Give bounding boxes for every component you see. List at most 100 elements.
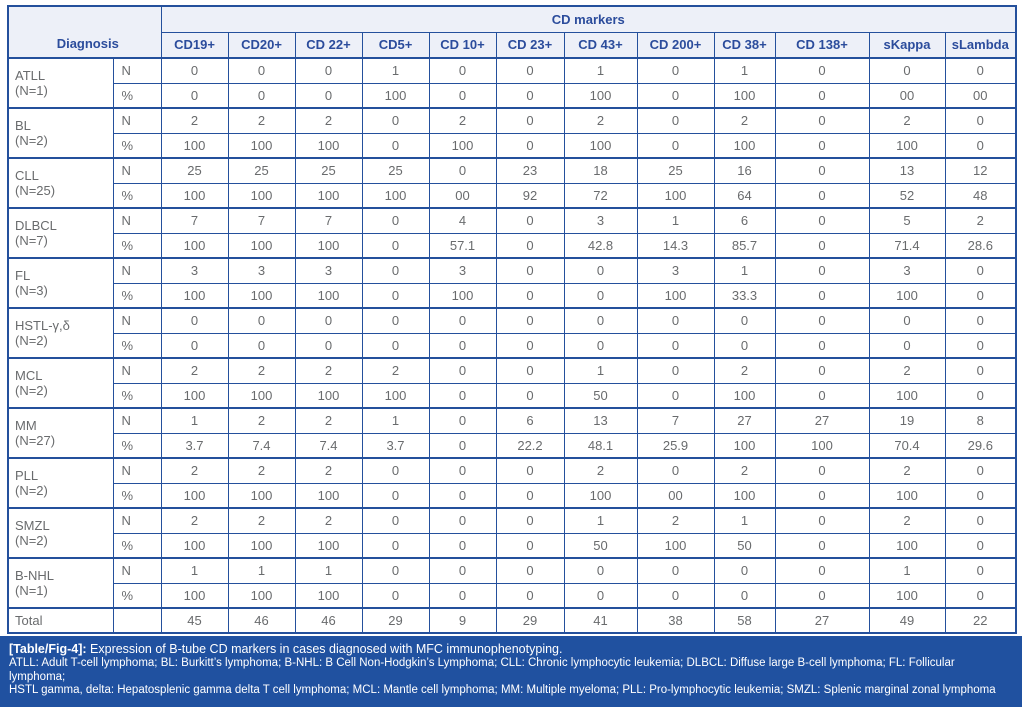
n-value-cell: 2 (428, 107, 497, 134)
n-value-cell: 0 (944, 357, 1017, 384)
n-value-cell: 0 (713, 307, 776, 334)
marker-header: CD5+ (361, 31, 430, 59)
n-value-cell: 0 (774, 357, 870, 384)
n-value-cell: 5 (868, 207, 946, 234)
n-value-cell: 0 (495, 507, 565, 534)
n-row-label: N (112, 557, 162, 584)
n-value-cell: 2 (160, 107, 229, 134)
caption-title: Expression of B-tube CD markers in cases… (90, 642, 563, 656)
pct-value-cell: 0 (227, 82, 296, 109)
pct-value-cell: 100 (160, 382, 229, 409)
table-row: % 0 0 0 100 0 0 100 0 100 0 00 00 (8, 82, 1017, 109)
n-row-label: N (112, 257, 162, 284)
n-value-cell: 3 (227, 257, 296, 284)
pct-value-cell: 100 (361, 82, 430, 109)
diagnosis-cell: MM (N=27) (7, 407, 114, 459)
n-value-cell: 0 (361, 507, 430, 534)
n-value-cell: 1 (636, 207, 715, 234)
pct-value-cell: 100 (636, 532, 715, 559)
pct-value-cell: 0 (944, 532, 1017, 559)
pct-value-cell: 0 (495, 82, 565, 109)
marker-header: CD 200+ (636, 31, 715, 59)
n-value-cell: 0 (361, 207, 430, 234)
pct-value-cell: 0 (636, 582, 715, 609)
diagnosis-count: (N=1) (15, 83, 48, 98)
n-value-cell: 2 (868, 457, 946, 484)
group-header-row: Diagnosis CD markers (7, 5, 1017, 59)
pct-value-cell: 0 (160, 332, 229, 359)
n-value-cell: 0 (868, 307, 946, 334)
pct-value-cell: 100 (713, 432, 776, 459)
n-value-cell: 7 (227, 207, 296, 234)
pct-value-cell: 3.7 (160, 432, 229, 459)
n-value-cell: 0 (636, 457, 715, 484)
n-value-cell: 0 (563, 307, 638, 334)
pct-value-cell: 57.1 (428, 232, 497, 259)
pct-row-label: % (112, 582, 162, 609)
pct-value-cell: 0 (495, 482, 565, 509)
n-value-cell: 0 (361, 107, 430, 134)
table-caption: [Table/Fig-4]: Expression of B-tube CD m… (0, 636, 1022, 707)
n-value-cell: 0 (160, 57, 229, 84)
n-row-label: N (112, 457, 162, 484)
n-value-cell: 1 (361, 407, 430, 434)
pct-value-cell: 0 (774, 182, 870, 209)
pct-value-cell: 0 (774, 382, 870, 409)
pct-value-cell: 100 (563, 132, 638, 159)
pct-row-label: % (112, 432, 162, 459)
total-value-cell: 49 (868, 607, 946, 634)
n-value-cell: 2 (944, 207, 1017, 234)
n-value-cell: 2 (636, 507, 715, 534)
pct-value-cell: 7.4 (294, 432, 363, 459)
table-row: % 3.7 7.4 7.4 3.7 0 22.2 48.1 25.9 100 100 70.4 29.… (8, 432, 1017, 459)
pct-value-cell: 100 (160, 182, 229, 209)
pct-value-cell: 100 (227, 582, 296, 609)
n-value-cell: 0 (361, 307, 430, 334)
pct-value-cell: 100 (294, 282, 363, 309)
diagnosis-cell: DLBCL (N=7) (7, 207, 114, 259)
pct-value-cell: 0 (361, 282, 430, 309)
pct-value-cell: 100 (868, 132, 946, 159)
pct-value-cell: 0 (944, 332, 1017, 359)
table-row: % 100 100 100 0 0 0 50 100 50 0 100 0 (8, 532, 1017, 559)
table-row: % 100 100 100 100 00 92 72 100 64 0 52 48 (8, 182, 1017, 209)
n-value-cell: 0 (495, 257, 565, 284)
pct-value-cell: 0 (294, 82, 363, 109)
n-value-cell: 0 (428, 357, 497, 384)
n-value-cell: 0 (428, 157, 497, 184)
n-row-label: N (112, 407, 162, 434)
pct-value-cell: 100 (636, 282, 715, 309)
n-value-cell: 6 (495, 407, 565, 434)
n-value-cell: 2 (294, 507, 363, 534)
pct-value-cell: 100 (868, 532, 946, 559)
n-value-cell: 13 (563, 407, 638, 434)
diagnosis-cell: CLL (N=25) (7, 157, 114, 209)
n-value-cell: 0 (227, 307, 296, 334)
n-value-cell: 0 (294, 57, 363, 84)
pct-value-cell: 0 (495, 382, 565, 409)
pct-value-cell: 0 (944, 282, 1017, 309)
caption-title-line: [Table/Fig-4]: Expression of B-tube CD m… (9, 641, 1013, 657)
pct-value-cell: 0 (361, 582, 430, 609)
n-value-cell: 27 (713, 407, 776, 434)
diagnosis-cell: SMZL (N=2) (7, 507, 114, 559)
caption-abbreviations-line-1: ATLL: Adult T-cell lymphoma; BL: Burkitt… (9, 657, 955, 683)
pct-value-cell: 100 (774, 432, 870, 459)
n-value-cell: 0 (774, 257, 870, 284)
n-value-cell: 2 (160, 507, 229, 534)
pct-value-cell: 3.7 (361, 432, 430, 459)
n-value-cell: 0 (774, 307, 870, 334)
pct-value-cell: 0 (361, 482, 430, 509)
diagnosis-cell: B-NHL (N=1) (7, 557, 114, 609)
n-value-cell: 2 (294, 107, 363, 134)
n-value-cell: 0 (495, 57, 565, 84)
diagnosis-name: PLL (15, 467, 39, 483)
n-value-cell: 0 (428, 57, 497, 84)
n-value-cell: 0 (944, 107, 1017, 134)
n-value-cell: 0 (563, 557, 638, 584)
pct-value-cell: 100 (636, 182, 715, 209)
